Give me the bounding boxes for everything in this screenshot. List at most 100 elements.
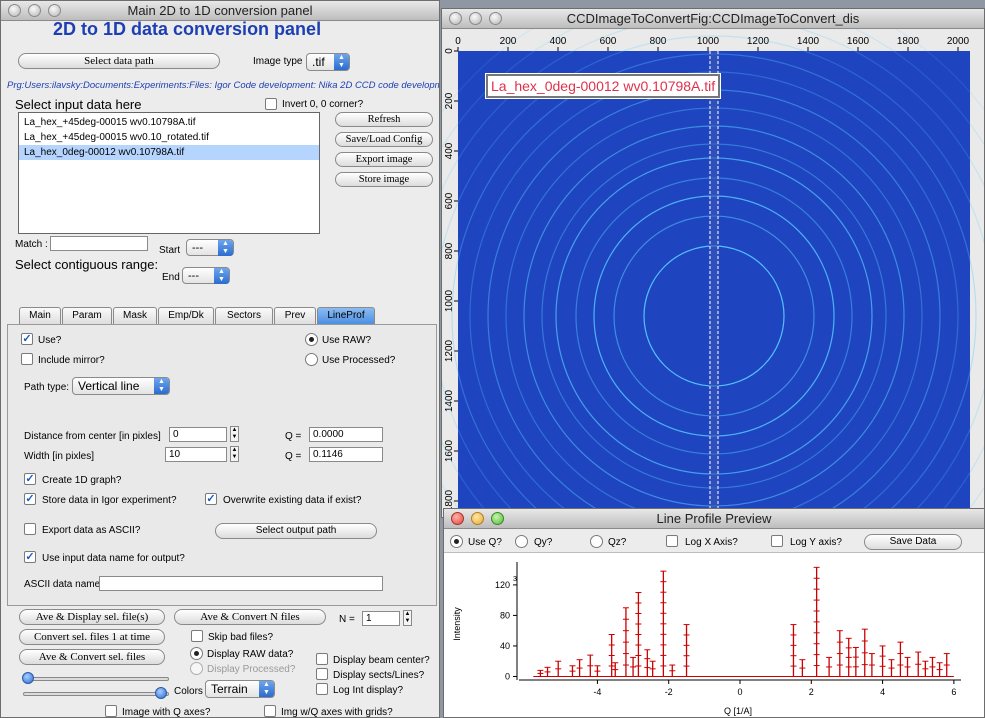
line-profile-titlebar[interactable]: Line Profile Preview [444,509,984,529]
x-tick-label: 4 [880,687,885,697]
image-type-select[interactable]: .tif ▲ ▼ [306,53,350,71]
qy-radio[interactable] [515,535,528,548]
file-list[interactable]: La_hex_+45deg-00015 wv0.10798A.tif La_he… [18,112,320,234]
display-sects-checkbox[interactable] [316,668,328,680]
close-icon[interactable] [8,4,21,17]
display-processed-radio[interactable] [190,662,203,675]
x-tick-label: 2 [809,687,814,697]
save-load-config-button[interactable]: Save/Load Config [335,132,433,147]
convert-one-button[interactable]: Convert sel. files 1 at time [19,629,165,645]
select-output-path-button[interactable]: Select output path [215,523,377,539]
qy-label: Qy? [534,537,553,548]
minimize-icon[interactable] [469,12,482,25]
y-tick-label: 600 [444,192,455,209]
min-slider-thumb[interactable] [22,672,34,684]
use-checkbox[interactable]: ✓ [21,333,33,345]
width-stepper[interactable]: ▲ ▼ [230,446,239,462]
ccd-window-titlebar[interactable]: CCDImageToConvertFig:CCDImageToConvert_d… [442,9,984,29]
select-data-path-button[interactable]: Select data path [18,53,220,69]
close-icon[interactable] [451,512,464,525]
tab-emp-dk[interactable]: Emp/Dk [158,307,214,324]
n-stepper[interactable]: ▲ ▼ [403,610,412,626]
n-input[interactable]: 1 [362,611,400,626]
main-panel-titlebar[interactable]: Main 2D to 1D conversion panel [1,1,439,21]
qz-label: Qz? [608,537,627,548]
distance-stepper[interactable]: ▲ ▼ [230,426,239,442]
display-raw-radio[interactable] [190,647,203,660]
overwrite-label: Overwrite existing data if exist? [223,495,362,506]
minimize-icon[interactable] [28,4,41,17]
match-input[interactable] [50,236,148,251]
end-select[interactable]: --- ▲ ▼ [182,267,230,284]
export-image-button[interactable]: Export image [335,152,433,167]
width-input[interactable]: 10 [165,447,227,462]
x-tick-label: 1800 [897,36,920,47]
store-igor-checkbox[interactable]: ✓ [24,493,36,505]
tab-mask[interactable]: Mask [113,307,157,324]
ascii-name-input[interactable] [99,576,383,591]
skip-bad-checkbox[interactable] [191,630,203,642]
x-tick-label: 1400 [797,36,820,47]
file-list-item[interactable]: La_hex_+45deg-00015 wv0.10798A.tif [24,117,196,128]
ave-display-button[interactable]: Ave & Display sel. file(s) [19,609,165,625]
export-ascii-checkbox[interactable] [24,523,36,535]
line-profile-series [533,566,954,677]
create-1d-checkbox[interactable]: ✓ [24,473,36,485]
log-y-checkbox[interactable] [771,535,783,547]
tab-sectors[interactable]: Sectors [215,307,273,324]
img-grids-checkbox[interactable] [264,705,276,717]
store-image-button[interactable]: Store image [335,172,433,187]
start-select[interactable]: --- ▲ ▼ [186,239,234,256]
log-int-checkbox[interactable] [316,683,328,695]
y-tick-label: 1800 [444,489,455,512]
skip-bad-label: Skip bad files? [208,632,274,643]
refresh-button[interactable]: Refresh [335,112,433,127]
overwrite-checkbox[interactable]: ✓ [205,493,217,505]
tab-prev[interactable]: Prev [274,307,316,324]
use-raw-radio[interactable] [305,333,318,346]
data-path-text: Prg:Users:ilavsky:Documents:Experiments:… [7,80,439,91]
chevron-updown-icon: ▲ ▼ [259,681,274,697]
max-slider-thumb[interactable] [155,687,167,699]
ccd-window-title: CCDImageToConvertFig:CCDImageToConvert_d… [566,11,860,26]
file-list-item-selected[interactable]: La_hex_0deg-00012 wv0.10798A.tif [19,145,319,160]
display-beam-checkbox[interactable] [316,653,328,665]
ave-convert-n-button[interactable]: Ave & Convert N files [174,609,326,625]
match-label: Match : [15,239,48,250]
use-q-radio[interactable] [450,535,463,548]
x-tick-label: 1600 [847,36,870,47]
use-processed-radio[interactable] [305,353,318,366]
path-type-select[interactable]: Vertical line ▲ ▼ [72,377,170,395]
y-exponent-label: 3 [513,576,517,583]
use-input-name-checkbox[interactable]: ✓ [24,551,36,563]
tab-main[interactable]: Main [19,307,61,324]
log-x-checkbox[interactable] [666,535,678,547]
colors-select[interactable]: Terrain ▲ ▼ [205,680,275,698]
distance-input[interactable]: 0 [169,427,227,442]
min-slider-track[interactable] [23,677,169,681]
zoom-icon[interactable] [491,512,504,525]
save-data-button[interactable]: Save Data [864,534,962,550]
start-value: --- [192,242,203,254]
qz-radio[interactable] [590,535,603,548]
y-tick-label: 0 [444,48,455,54]
display-beam-label: Display beam center? [333,655,430,666]
ave-convert-sel-button[interactable]: Ave & Convert sel. files [19,649,165,665]
include-mirror-checkbox[interactable] [21,353,33,365]
close-icon[interactable] [449,12,462,25]
y-tick-label: 80 [500,610,510,620]
zoom-icon[interactable] [48,4,61,17]
ccd-axes: 0 200 400 600 800 1000 1200 1400 1600 1800 2000 0 20… [444,36,970,512]
zoom-icon[interactable] [489,12,502,25]
diffraction-ring [442,35,984,517]
ccd-image-plot[interactable]: 0 200 400 600 800 1000 1200 1400 1600 1800 2000 0 20… [442,29,985,518]
tab-lineprof[interactable]: LineProf [317,307,375,324]
log-y-label: Log Y axis? [790,537,842,548]
file-list-item[interactable]: La_hex_+45deg-00015 wv0.10_rotated.tif [24,132,209,143]
invert-checkbox[interactable] [265,98,277,110]
max-slider-track[interactable] [23,692,169,696]
minimize-icon[interactable] [471,512,484,525]
tab-param[interactable]: Param [62,307,112,324]
image-q-axes-checkbox[interactable] [105,705,117,717]
